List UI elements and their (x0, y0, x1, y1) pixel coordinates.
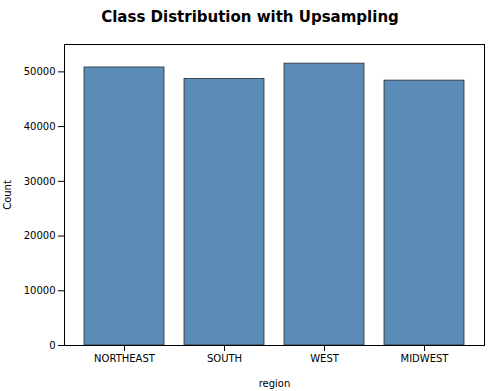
svg-text:20000: 20000 (24, 230, 56, 241)
svg-text:30000: 30000 (24, 176, 56, 187)
svg-text:SOUTH: SOUTH (207, 353, 242, 364)
svg-text:NORTHEAST: NORTHEAST (94, 353, 156, 364)
svg-text:40000: 40000 (24, 121, 56, 132)
svg-text:MIDWEST: MIDWEST (401, 353, 450, 364)
svg-text:50000: 50000 (24, 66, 56, 77)
svg-text:0: 0 (49, 340, 55, 351)
svg-text:region: region (259, 378, 291, 389)
svg-text:WEST: WEST (310, 353, 340, 364)
html-text:Class Distribution with Upsamp: Class Distribution with Upsampling (101, 8, 399, 26)
svg-text:Count: Count (2, 180, 13, 210)
svg-text:10000: 10000 (24, 285, 56, 296)
